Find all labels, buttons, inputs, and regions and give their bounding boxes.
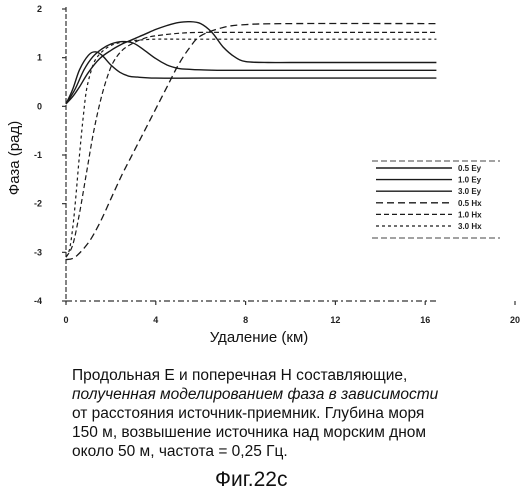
y-tick-label: -3 (34, 247, 42, 257)
y-tick-label: 2 (37, 4, 42, 14)
x-tick-label: 20 (510, 315, 520, 325)
caption-line: полученная моделированием фаза в зависим… (72, 385, 492, 404)
y-axis-label: Фаза (рад) (6, 121, 23, 195)
x-tick-label: 16 (420, 315, 430, 325)
y-tick-label: -4 (34, 296, 42, 306)
series-line-0-5-ey (66, 22, 436, 104)
legend-label: 1.0 Hx (458, 210, 482, 219)
caption-line: около 50 м, частота = 0,25 Гц. (72, 442, 492, 461)
caption-line: 150 м, возвышение источника над морским … (72, 423, 492, 442)
y-tick-label: -2 (34, 199, 42, 209)
data-lines (66, 22, 436, 260)
legend-label: 3.0 Hx (458, 222, 482, 231)
x-tick-label: 0 (63, 315, 68, 325)
series-line-3-0-hx (66, 39, 436, 257)
legend-label: 1.0 Ey (458, 176, 482, 185)
legend-label: 3.0 Ey (458, 187, 482, 196)
legend-label: 0.5 Hx (458, 199, 482, 208)
figure-caption: Продольная Е и поперечная Н составляющие… (72, 366, 492, 461)
y-tick-label: -1 (34, 150, 42, 160)
legend: 0.5 Ey 1.0 Ey 3.0 Ey 0.5 Hx 1.0 Hx 3.0 Hx (372, 161, 500, 238)
y-tick-label: 0 (37, 101, 42, 111)
x-tick-label: 12 (330, 315, 340, 325)
series-line-1-0-hx (66, 32, 436, 257)
x-tick-label: 8 (243, 315, 248, 325)
caption-line: Продольная Е и поперечная Н составляющие… (72, 366, 492, 385)
legend-label: 0.5 Ey (458, 164, 482, 173)
series-line-0-5-hx (66, 24, 436, 260)
x-tick-label: 4 (153, 315, 158, 325)
y-tick-label: 1 (37, 53, 42, 63)
x-axis-label: Удаление (км) (210, 329, 309, 346)
phase-vs-distance-chart: 210-1-2-3-4048121620 0.5 Ey1.0 Ey3.0 Ey0… (0, 0, 530, 360)
figure-label: Фиг.22c (215, 468, 288, 492)
caption-line: от расстояния источник-приемник. Глубина… (72, 404, 492, 423)
series-line-3-0-ey (66, 52, 436, 104)
axes: 2 1 0 -1 -2 -3 -4 0 4 8 12 16 20 (34, 4, 520, 325)
